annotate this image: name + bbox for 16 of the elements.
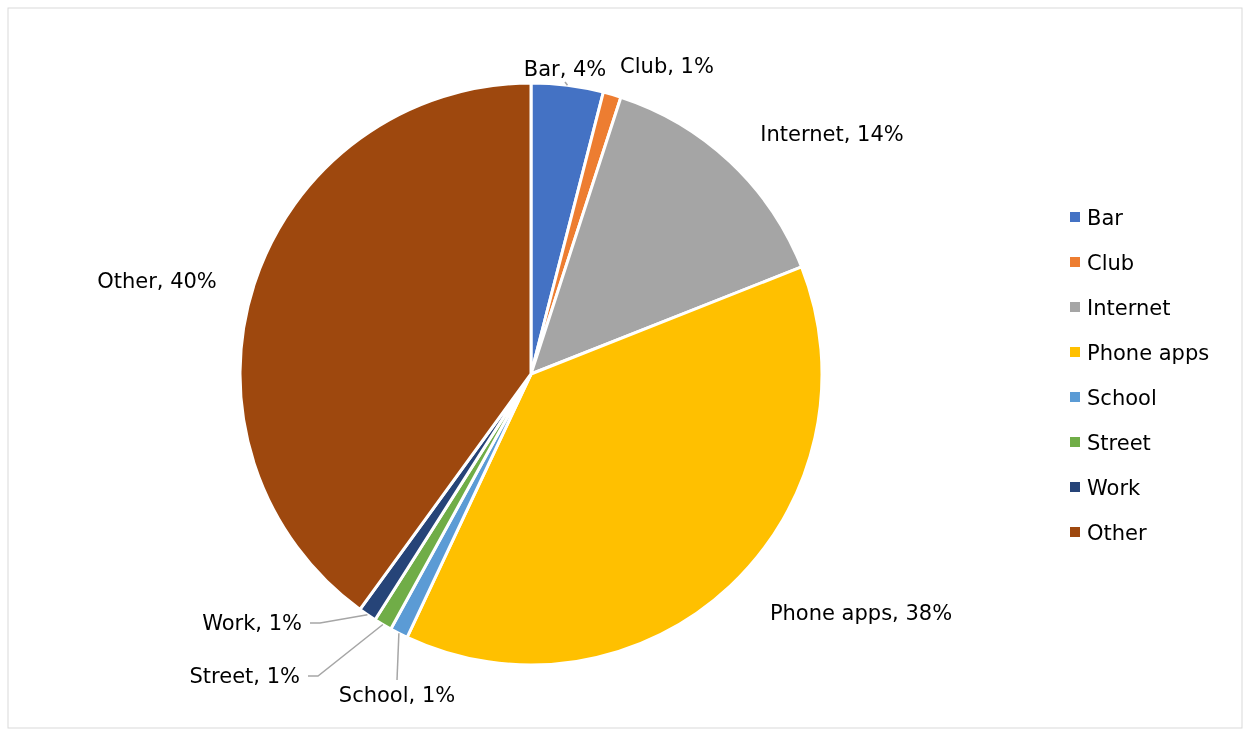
- legend-label: Street: [1087, 431, 1151, 455]
- legend-label: Other: [1087, 521, 1147, 545]
- data-label: Internet, 14%: [760, 122, 904, 146]
- legend-label: Club: [1087, 251, 1135, 275]
- data-label: Other, 40%: [97, 269, 217, 293]
- data-label: Bar, 4%: [523, 57, 607, 81]
- data-label: Phone apps, 38%: [769, 601, 953, 625]
- legend-label: Phone apps: [1087, 341, 1210, 365]
- legend-label: Work: [1087, 476, 1142, 500]
- data-label: Club, 1%: [620, 54, 714, 78]
- data-label: School, 1%: [338, 683, 456, 707]
- data-label: Street, 1%: [189, 664, 300, 688]
- legend-label: Internet: [1087, 296, 1171, 320]
- data-label: Work, 1%: [202, 611, 302, 635]
- legend-label: School: [1087, 386, 1157, 410]
- legend-label: Bar: [1087, 206, 1124, 230]
